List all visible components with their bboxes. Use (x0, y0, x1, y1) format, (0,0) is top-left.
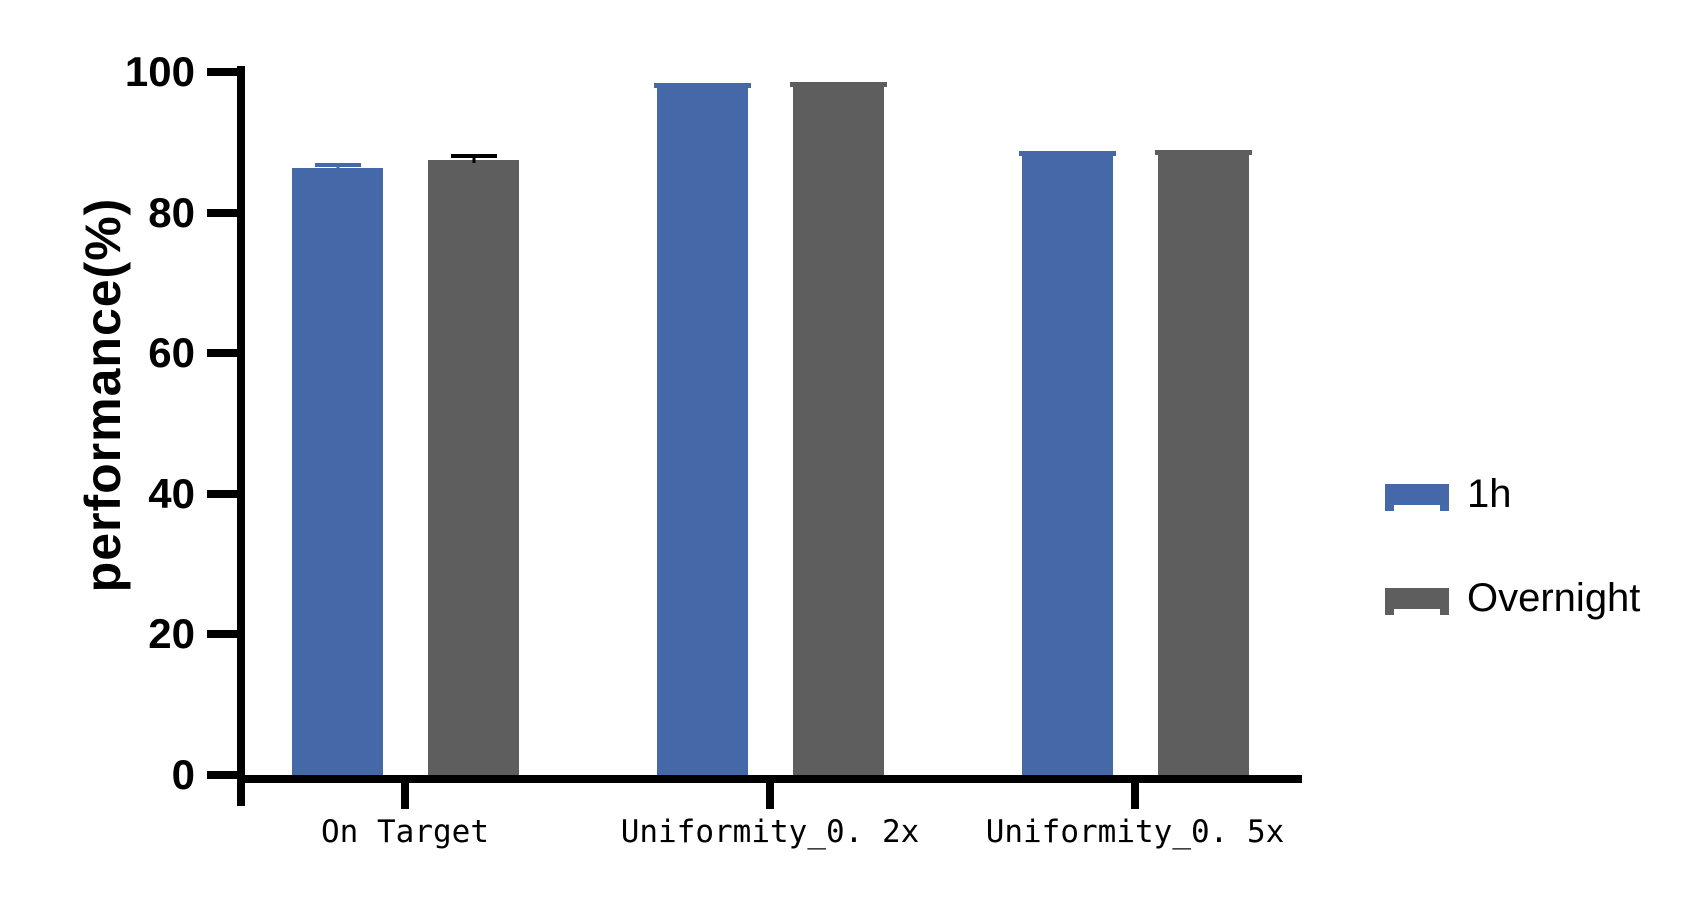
error-bar-cap (654, 82, 751, 88)
y-axis-tick (207, 489, 237, 498)
y-tick-label: 100 (124, 48, 195, 95)
x-axis-tick (401, 783, 409, 809)
bar (793, 81, 884, 775)
y-axis-tick (207, 208, 237, 217)
y-axis-tick (207, 349, 237, 358)
error-bar-cap (1155, 150, 1252, 156)
y-axis-tick (207, 630, 237, 639)
bar (1022, 151, 1113, 775)
error-bar-cap (1019, 151, 1116, 157)
bar (1158, 150, 1249, 775)
y-tick-label: 0 (171, 751, 195, 798)
x-category-label: Uniformity_0. 5x (985, 814, 1285, 850)
legend-entry: 1h (1385, 474, 1640, 514)
x-axis-line (237, 775, 1302, 783)
legend-label: 1h (1467, 472, 1512, 516)
bar (292, 168, 383, 775)
error-bar-stem (472, 154, 475, 163)
bar (657, 82, 748, 775)
legend-label: Overnight (1467, 576, 1641, 620)
x-category-label: Uniformity_0. 2x (620, 814, 920, 850)
legend-swatch (1385, 587, 1449, 615)
legend-swatch (1385, 483, 1449, 511)
x-category-label: On Target (321, 814, 489, 850)
y-axis-tick (207, 68, 237, 76)
legend: 1h Overnight (1385, 474, 1640, 618)
plot-area: 0 20 40 60 80 100 On Target Uniformity_0. 2x Uni… (125, 51, 1302, 848)
y-axis-tick (207, 771, 237, 779)
legend-entry: Overnight (1385, 578, 1640, 618)
y-tick-label: 40 (148, 469, 195, 517)
y-axis-title: performance(%) (75, 197, 131, 593)
x-axis-tick (766, 783, 774, 809)
y-axis-line (237, 66, 245, 806)
error-bar-cap (790, 81, 887, 87)
y-tick-label: 60 (148, 329, 195, 377)
error-bar-cap (450, 154, 497, 159)
bar (428, 159, 519, 775)
error-bar-cap (314, 163, 361, 168)
x-axis-tick (1131, 783, 1139, 809)
y-tick-label: 80 (148, 188, 195, 236)
y-tick-label: 20 (148, 610, 195, 658)
